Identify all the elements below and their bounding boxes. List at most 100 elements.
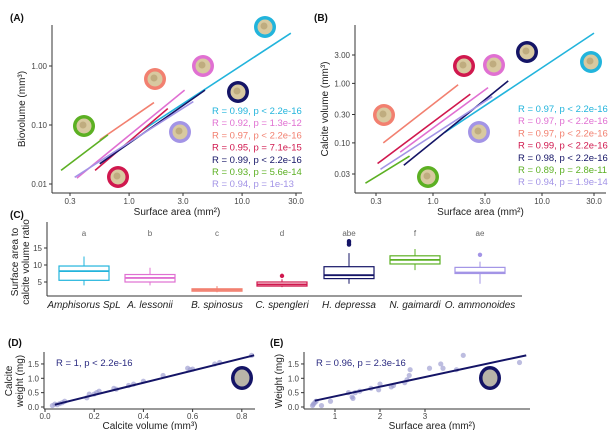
x-tick-label: 0.3 — [64, 197, 76, 206]
y-axis-title-line: Calcite — [4, 365, 15, 396]
specimen-shell-detail — [586, 57, 594, 65]
specimen-icon — [468, 121, 490, 143]
group-letter: abe — [342, 229, 356, 238]
x-tick-label: 10.0 — [234, 197, 250, 206]
fit-line-o-ammonoides — [74, 100, 194, 178]
specimen-icon — [227, 81, 249, 103]
legend-entry: R = 0.99, p < 2.2e-16 — [518, 141, 608, 152]
fit-line-b-spinosus — [99, 101, 155, 141]
panel-label: (C) — [10, 210, 24, 221]
specimen-icon — [373, 104, 395, 126]
box-iqr — [58, 265, 110, 281]
specimen-icon — [417, 166, 439, 188]
y-tick-label: 1.00 — [334, 79, 350, 88]
category-label: O. ammonoides — [445, 300, 516, 311]
y-tick-label: 1.5 — [288, 360, 300, 369]
panel-label: (B) — [314, 13, 328, 24]
group-letter: b — [148, 229, 153, 238]
x-tick-label: 3 — [423, 412, 428, 421]
y-axis-title: Biovolume (mm³) — [17, 71, 28, 147]
x-tick-label: 0.8 — [236, 412, 248, 421]
data-point — [377, 381, 383, 387]
box-c-spengleri — [256, 273, 308, 288]
y-axis-title-line: weight (mg) — [15, 355, 26, 408]
x-tick-label: 0.2 — [89, 412, 101, 421]
specimen-icon — [453, 55, 475, 77]
category-label: A. lessonii — [126, 300, 173, 311]
legend-entry: R = 0.93, p = 5.6e-14 — [212, 167, 302, 178]
y-axis-title: Surface area tocalcite volume ratio — [10, 219, 32, 305]
data-point — [376, 387, 382, 393]
data-point — [406, 372, 412, 379]
fit-line — [314, 354, 527, 402]
specimen-shell-detail — [379, 110, 387, 118]
panel-label: (A) — [10, 13, 24, 24]
specimen-shell-detail — [150, 74, 158, 82]
y-axis-title-line: Surface area to — [10, 227, 21, 296]
box-n-gaimardi — [389, 249, 441, 271]
x-tick-label: 30.0 — [586, 197, 602, 206]
specimen-icon — [254, 16, 276, 38]
y-tick-label: 0.10 — [31, 121, 47, 130]
specimen-icon — [516, 41, 538, 63]
y-axis-title-line: calcite volume ratio — [21, 219, 32, 305]
fit-line-h-depressa — [403, 80, 509, 166]
x-axis-title: Surface area (mm²) — [389, 421, 476, 430]
specimen-icon — [192, 55, 214, 77]
x-tick-label: 0.6 — [187, 412, 199, 421]
x-tick-label: 0.3 — [370, 197, 382, 206]
y-tick-label: 3.00 — [334, 51, 350, 60]
data-point — [426, 365, 433, 371]
fit-line-n-gaimardi — [60, 134, 109, 172]
specimen-icon — [107, 166, 129, 188]
data-point — [327, 398, 334, 404]
legend-entry: R = 0.99, p < 2.2e-16 — [212, 106, 302, 117]
y-tick-label: 0.5 — [28, 389, 40, 398]
x-tick-label: 3.0 — [177, 197, 189, 206]
x-tick-label: 0.0 — [39, 412, 51, 421]
specimen-icon — [144, 68, 166, 90]
legend-entry: R = 0.97, p < 2.2e-16 — [518, 128, 608, 139]
y-axis-title: Calciteweight (mg) — [4, 355, 26, 408]
y-tick-label: 1.0 — [288, 374, 300, 383]
group-letter: d — [280, 229, 284, 238]
x-axis-title: Surface area (mm²) — [437, 207, 524, 218]
y-axis-title: Calcite volume (mm³) — [320, 61, 331, 156]
specimen-shell-detail — [260, 22, 268, 30]
group-letter: c — [215, 229, 219, 238]
specimen-icon — [483, 54, 505, 76]
category-label: B. spinosus — [191, 300, 243, 311]
legend-entry: R = 0.95, p = 7.1e-15 — [212, 143, 302, 154]
specimen-shell-detail — [474, 127, 482, 135]
y-tick-label: 1.5 — [28, 360, 40, 369]
data-point — [460, 352, 466, 358]
fit-line-b-spinosus — [382, 84, 459, 144]
y-tick-label: 1.0 — [28, 374, 40, 383]
category-label: Amphisorus SpL — [46, 300, 120, 311]
y-tick-label: 0.5 — [288, 389, 300, 398]
fit-line-a-lessonii — [399, 86, 489, 153]
x-tick-label: 1 — [333, 412, 338, 421]
fit-line-a-lessonii — [76, 89, 186, 179]
y-tick-label: 15 — [33, 244, 42, 253]
legend-entry: R = 0.97, p < 2.2e-16 — [518, 104, 608, 115]
box-a-lessonii — [124, 267, 176, 286]
panel-label: (E) — [270, 338, 283, 349]
specimen-shell-detail — [79, 121, 87, 129]
specimen-shell-detail — [233, 87, 241, 95]
data-point — [350, 395, 356, 401]
outlier-point — [477, 252, 483, 257]
group-letter: a — [82, 229, 87, 238]
y-axis-title-line: Weight (mg) — [274, 354, 285, 408]
fit-line-amphisorus-spl — [142, 32, 292, 131]
correlation-annotation: R = 1, p < 2.2e-16 — [56, 358, 133, 369]
specimen-shell — [482, 369, 498, 387]
fit-line-amphisorus-spl — [444, 32, 595, 134]
specimen-shell-detail — [459, 61, 467, 69]
box-amphisorus-spl — [58, 256, 110, 286]
x-tick-label: 1.0 — [124, 197, 136, 206]
box-b-spinosus — [191, 286, 243, 293]
specimen-shell-detail — [423, 172, 431, 180]
specimen-shell-detail — [489, 60, 497, 68]
fit-line-c-spengleri — [94, 107, 169, 172]
